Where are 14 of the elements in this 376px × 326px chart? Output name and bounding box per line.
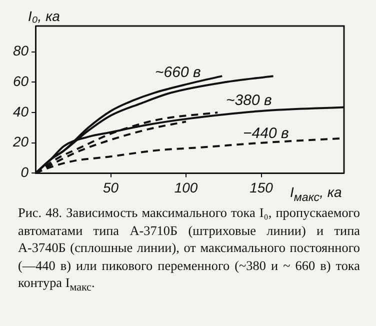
x-tick-label: 150: [250, 179, 274, 196]
y-tick-label: 80: [12, 42, 29, 59]
x-axis-title: I$_{макс}$, ка: [290, 184, 342, 204]
annotation: −440 в: [243, 125, 289, 142]
y-tick-label: 20: [12, 134, 29, 150]
y-tick-label: 40: [12, 103, 29, 120]
annotation: ~660 в: [155, 64, 201, 81]
y-axis-title: I₀, ка: [28, 8, 60, 24]
annotation: ~380 в: [226, 92, 272, 109]
x-tick-label: 100: [174, 179, 198, 196]
text: Рис. 48. Зависимость максимального тока I₀, пропускаемого автоматами типа А-3710Б (штриховые линии) и типа А-3740Б (сплошные линии), от максимального постоянного (—440 в) или пикового переменного (~380 и ~ 660 в) тока контура I$_{макс}$.: [18, 204, 360, 296]
x-tick-label: 50: [103, 179, 119, 196]
y-tick-label: 60: [12, 73, 29, 90]
y-tick-label: 0: [20, 164, 29, 180]
